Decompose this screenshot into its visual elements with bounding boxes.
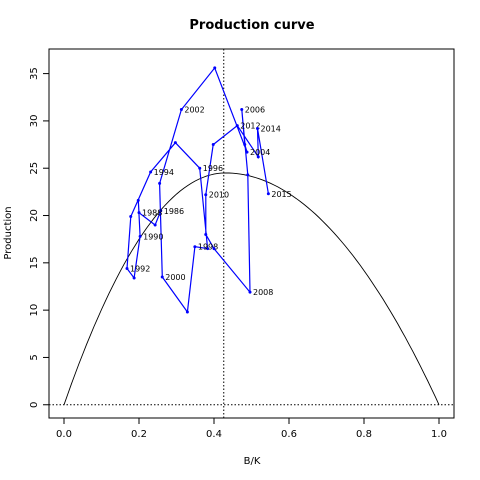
data-point (206, 247, 210, 251)
x-axis-label: B/K (244, 456, 261, 467)
year-label: 2006 (245, 106, 265, 115)
data-point (160, 275, 164, 279)
data-point (240, 108, 244, 112)
y-tick-label: 15 (29, 256, 40, 269)
plot-frame (48, 48, 455, 419)
y-tick-label: 20 (29, 209, 40, 222)
y-tick-label: 5 (29, 354, 40, 360)
y-axis: 0 5 10 15 20 25 30 35 (29, 67, 49, 408)
data-point (132, 276, 136, 280)
data-point (193, 245, 197, 249)
data-point (173, 141, 177, 145)
data-point (125, 267, 129, 271)
y-tick-label: 10 (29, 304, 40, 317)
data-point (159, 209, 163, 213)
year-label: 1990 (143, 232, 163, 241)
x-tick-label: 0.8 (356, 429, 372, 440)
year-label: 1986 (164, 207, 184, 216)
year-label: 2000 (165, 273, 185, 282)
data-point (213, 66, 217, 70)
data-point (256, 155, 260, 159)
x-axis: 0.0 0.2 0.4 0.6 0.8 1.0 (56, 418, 447, 440)
x-tick-label: 0.2 (131, 429, 147, 440)
year-label: 2012 (240, 122, 260, 131)
data-point (185, 310, 189, 314)
data-point (212, 247, 216, 251)
x-tick-label: 1.0 (431, 429, 447, 440)
data-point (266, 192, 270, 196)
year-label: 2014 (261, 124, 281, 133)
y-tick-label: 0 (29, 402, 40, 408)
data-point (246, 173, 250, 177)
data-point (248, 290, 252, 294)
year-label: 1992 (130, 265, 150, 274)
data-point (245, 150, 249, 154)
x-tick-label: 0.6 (281, 429, 297, 440)
year-label: 2004 (250, 148, 270, 157)
year-label: 2015 (271, 190, 291, 199)
data-point (243, 143, 247, 147)
production-parabola (63, 172, 440, 405)
y-tick-label: 35 (29, 67, 40, 80)
year-label: 1996 (203, 164, 223, 173)
data-point (198, 166, 202, 170)
data-point (204, 193, 208, 197)
y-tick-label: 25 (29, 162, 40, 175)
data-point (136, 198, 140, 202)
data-point (129, 214, 133, 218)
x-tick-label: 0.0 (56, 429, 72, 440)
data-point (138, 234, 142, 238)
data-point (179, 108, 183, 112)
series-line (126, 66, 269, 314)
year-label: 2008 (253, 288, 273, 297)
data-point (256, 126, 259, 130)
chart-title: Production curve (189, 18, 314, 33)
data-point (137, 211, 141, 215)
year-label: 1998 (198, 243, 218, 252)
data-point (153, 223, 157, 227)
y-tick-label: 30 (29, 115, 40, 128)
data-point (211, 143, 215, 147)
year-label: 2002 (184, 106, 204, 115)
data-point (149, 170, 153, 174)
year-label: 1994 (154, 168, 174, 177)
reference-lines (49, 49, 454, 418)
y-axis-label: Production (3, 206, 14, 259)
data-point (204, 232, 208, 236)
data-point (235, 124, 239, 128)
x-tick-label: 0.4 (206, 429, 222, 440)
year-label: 1988 (142, 209, 162, 218)
data-point (158, 181, 162, 185)
year-label: 2010 (209, 191, 229, 200)
